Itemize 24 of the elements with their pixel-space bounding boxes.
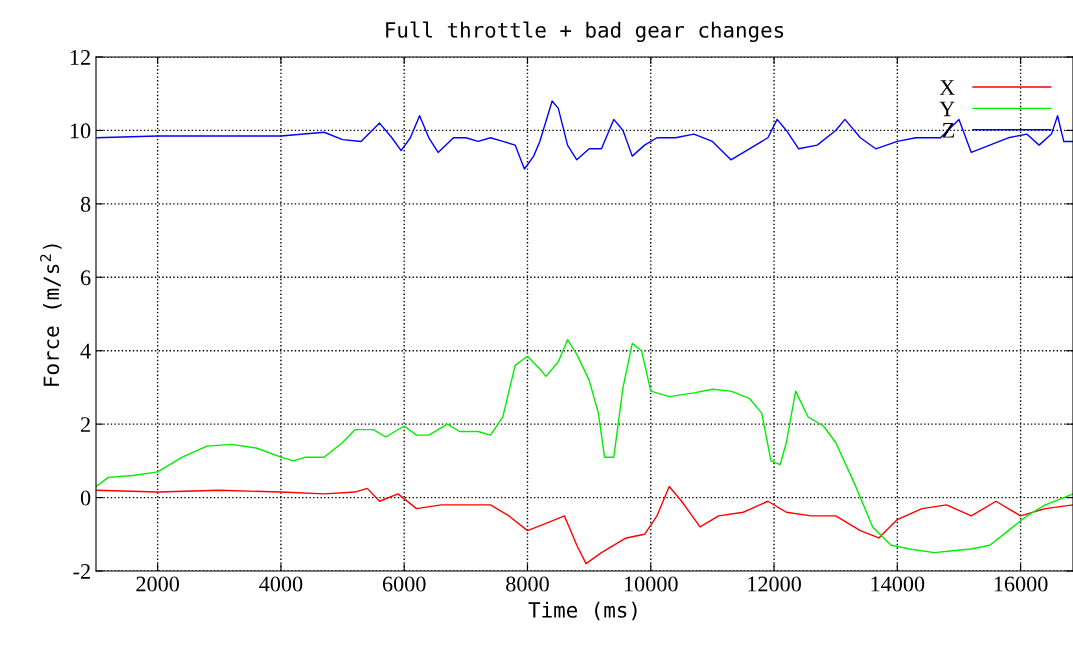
line-series bbox=[96, 339, 1073, 554]
y-tick-label: 0 bbox=[80, 490, 91, 506]
x-tick-label: 6000 bbox=[382, 576, 426, 592]
x-axis-title: Time (ms) bbox=[528, 601, 637, 621]
x-tick-label: 10000 bbox=[624, 576, 678, 592]
x-tick-label: 14000 bbox=[871, 576, 925, 592]
y-tick-label: 2 bbox=[81, 417, 90, 432]
x-tick-label: 16000 bbox=[994, 576, 1048, 592]
x-tick-label: 4000 bbox=[259, 576, 303, 592]
line-series bbox=[96, 485, 1073, 565]
x-tick-label: 12000 bbox=[748, 576, 801, 592]
y-tick-label: 12 bbox=[70, 49, 90, 65]
x-tick-label: 2000 bbox=[136, 576, 180, 592]
y-tick-label: 10 bbox=[70, 123, 91, 139]
y-tick-label: 6 bbox=[80, 270, 91, 286]
y-tick-label: -2 bbox=[73, 563, 90, 579]
y-tick-label: 4 bbox=[80, 343, 91, 359]
y-tick-label: 8 bbox=[80, 196, 91, 212]
legend-label: Y bbox=[939, 101, 955, 117]
line-series bbox=[96, 100, 1073, 170]
chart-title: Full throttle + bad gear changes bbox=[386, 21, 784, 43]
y-axis-title: Force (m/s$^{2}$) bbox=[40, 244, 62, 386]
x-tick-label: 8000 bbox=[506, 576, 549, 592]
legend-label: X bbox=[939, 80, 955, 95]
